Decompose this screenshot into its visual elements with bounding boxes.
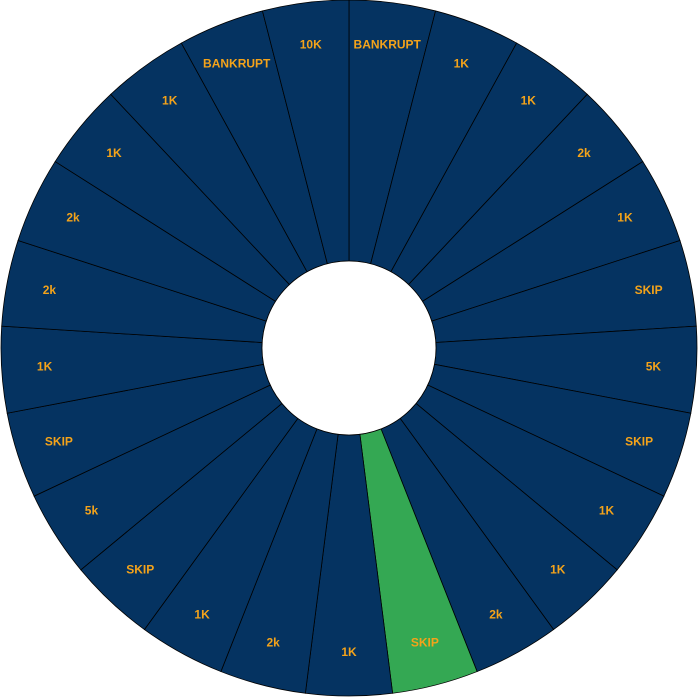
wheel-segment-label: SKIP bbox=[45, 434, 73, 448]
wheel-segment-label: 1K bbox=[521, 93, 537, 107]
wheel-segment-label: 2k bbox=[43, 283, 57, 297]
wheel-segment-label: 1K bbox=[599, 504, 615, 518]
wheel-segment-label: 1K bbox=[550, 563, 566, 577]
wheel-segment-label: 2k bbox=[577, 146, 591, 160]
wheel-segment-label: 1K bbox=[106, 146, 122, 160]
wheel-segment-label: 10K bbox=[300, 38, 322, 52]
wheel-segment-label: 1K bbox=[162, 93, 178, 107]
wheel-hub bbox=[261, 260, 437, 436]
wheel-segment-label: SKIP bbox=[126, 563, 154, 577]
wheel-segment-label: 5K bbox=[646, 359, 662, 373]
wheel-segment-label: 1K bbox=[341, 645, 357, 659]
wheel-segment-label: BANKRUPT bbox=[354, 38, 422, 52]
wheel-segment-label: 1K bbox=[194, 607, 210, 621]
wheel-segment-label: 2k bbox=[266, 636, 280, 650]
wheel-segment-label: 1K bbox=[37, 359, 53, 373]
wheel-segment-label: SKIP bbox=[635, 283, 663, 297]
wheel-segment-label: 5k bbox=[85, 504, 99, 518]
wheel-segment-label: 2k bbox=[489, 607, 503, 621]
wheel-segment-label: 1K bbox=[617, 210, 633, 224]
wheel-segment-label: SKIP bbox=[411, 636, 439, 650]
wheel-segment-label: 1K bbox=[454, 57, 470, 71]
wheel-segment-label: SKIP bbox=[625, 434, 653, 448]
wheel-segment-label: BANKRUPT bbox=[203, 57, 271, 71]
wheel-segment-label: 2k bbox=[66, 210, 80, 224]
